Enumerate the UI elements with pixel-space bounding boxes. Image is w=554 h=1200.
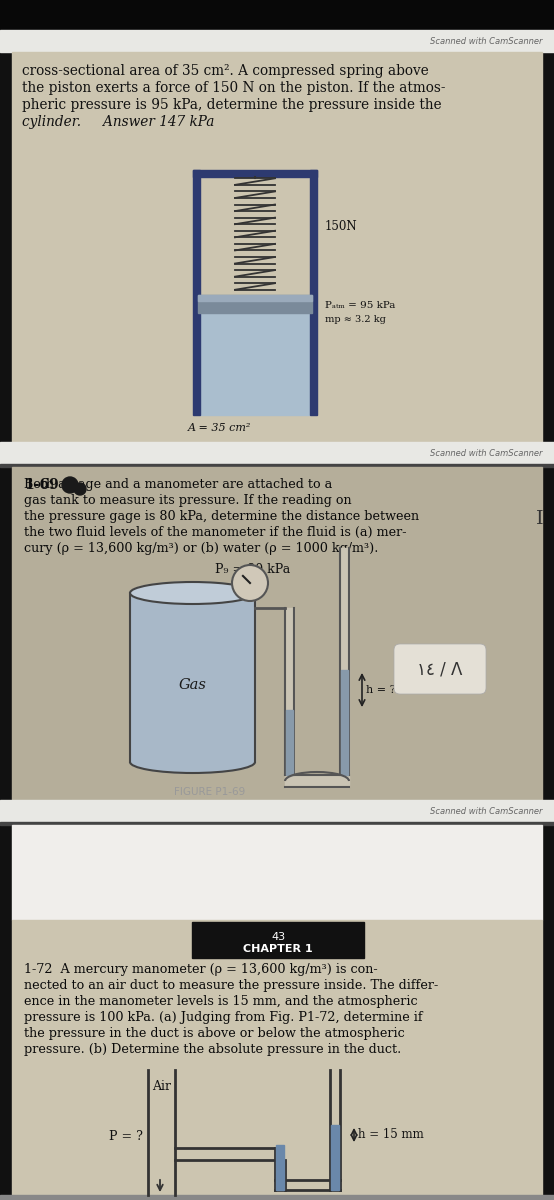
Text: 1-72  A mercury manometer (ρ = 13,600 kg/m³) is con-: 1-72 A mercury manometer (ρ = 13,600 kg/… — [24, 962, 378, 976]
Text: the two fluid levels of the manometer if the fluid is (a) mer-: the two fluid levels of the manometer if… — [24, 526, 407, 539]
Bar — [198, 295, 312, 301]
Circle shape — [74, 482, 86, 494]
Text: h = 15 mm: h = 15 mm — [358, 1128, 424, 1141]
Text: 150N: 150N — [325, 220, 358, 233]
Text: the pressure gage is 80 kPa, determine the distance between: the pressure gage is 80 kPa, determine t… — [24, 510, 419, 523]
Bar — [12, 826, 542, 920]
Bar — [286, 710, 293, 775]
Text: cross-sectional area of 35 cm². A compressed spring above: cross-sectional area of 35 cm². A compre… — [22, 64, 429, 78]
Text: ence in the manometer levels is 15 mm, and the atmospheric: ence in the manometer levels is 15 mm, a… — [24, 995, 418, 1008]
Text: FIGURE P1-69: FIGURE P1-69 — [175, 787, 245, 797]
Bar — [340, 548, 349, 775]
Text: I: I — [536, 510, 544, 528]
FancyBboxPatch shape — [394, 644, 486, 694]
Circle shape — [62, 476, 78, 493]
Bar — [276, 1145, 284, 1190]
Bar — [0, 1195, 554, 1200]
Bar — [285, 775, 349, 787]
Bar — [0, 0, 554, 30]
Text: Air: Air — [152, 1080, 171, 1093]
Bar — [341, 670, 348, 775]
Text: the pressure in the duct is above or below the atmospheric: the pressure in the duct is above or bel… — [24, 1027, 405, 1040]
Text: pheric pressure is 95 kPa, determine the pressure inside the: pheric pressure is 95 kPa, determine the… — [22, 98, 442, 112]
Bar — [331, 1126, 339, 1190]
Ellipse shape — [130, 751, 255, 773]
Bar — [0, 800, 554, 822]
Bar — [12, 52, 542, 442]
Text: 1-69: 1-69 — [24, 478, 59, 492]
Text: P₉ = 80 kPa: P₉ = 80 kPa — [216, 563, 291, 576]
Text: Both a gage and a manometer are attached to a: Both a gage and a manometer are attached… — [24, 478, 332, 491]
Bar — [12, 467, 542, 802]
Text: ١٤ / Λ: ١٤ / Λ — [417, 660, 463, 678]
Text: nected to an air duct to measure the pressure inside. The differ-: nected to an air duct to measure the pre… — [24, 979, 438, 992]
Text: Scanned with CamScanner: Scanned with CamScanner — [430, 806, 543, 816]
Bar — [192, 922, 364, 958]
Bar — [0, 442, 554, 464]
Text: gas tank to measure its pressure. If the reading on: gas tank to measure its pressure. If the… — [24, 494, 352, 506]
Ellipse shape — [130, 582, 255, 604]
Text: cylinder.     Answer 147 kPa: cylinder. Answer 147 kPa — [22, 115, 214, 128]
Text: CHAPTER 1: CHAPTER 1 — [243, 944, 313, 954]
Bar — [0, 822, 554, 826]
Text: Pₐₜₘ = 95 kPa: Pₐₜₘ = 95 kPa — [325, 300, 396, 310]
Bar — [193, 170, 200, 415]
Text: 43: 43 — [271, 932, 285, 942]
Bar — [0, 464, 554, 467]
Text: P = ?: P = ? — [109, 1130, 143, 1142]
Text: cury (ρ = 13,600 kg/m³) or (b) water (ρ = 1000 kg/m³).: cury (ρ = 13,600 kg/m³) or (b) water (ρ … — [24, 542, 378, 554]
Text: A = 35 cm²: A = 35 cm² — [188, 422, 252, 433]
Bar — [193, 170, 317, 176]
Bar — [130, 593, 255, 762]
Bar — [200, 313, 310, 415]
Bar — [12, 920, 542, 1200]
Bar — [0, 30, 554, 52]
Text: pressure is 100 kPa. (a) Judging from Fig. P1-72, determine if: pressure is 100 kPa. (a) Judging from Fi… — [24, 1010, 423, 1024]
Text: mp ≈ 3.2 kg: mp ≈ 3.2 kg — [325, 314, 386, 324]
Text: h = ?: h = ? — [366, 685, 396, 695]
Text: the piston exerts a force of 150 N on the piston. If the atmos-: the piston exerts a force of 150 N on th… — [22, 80, 445, 95]
Text: Scanned with CamScanner: Scanned with CamScanner — [430, 449, 543, 457]
Bar — [198, 295, 312, 313]
Text: pressure. (b) Determine the absolute pressure in the duct.: pressure. (b) Determine the absolute pre… — [24, 1043, 401, 1056]
Bar — [310, 170, 317, 415]
Text: Scanned with CamScanner: Scanned with CamScanner — [430, 36, 543, 46]
Circle shape — [232, 565, 268, 601]
Text: Gas: Gas — [178, 678, 207, 692]
Bar — [285, 608, 294, 775]
